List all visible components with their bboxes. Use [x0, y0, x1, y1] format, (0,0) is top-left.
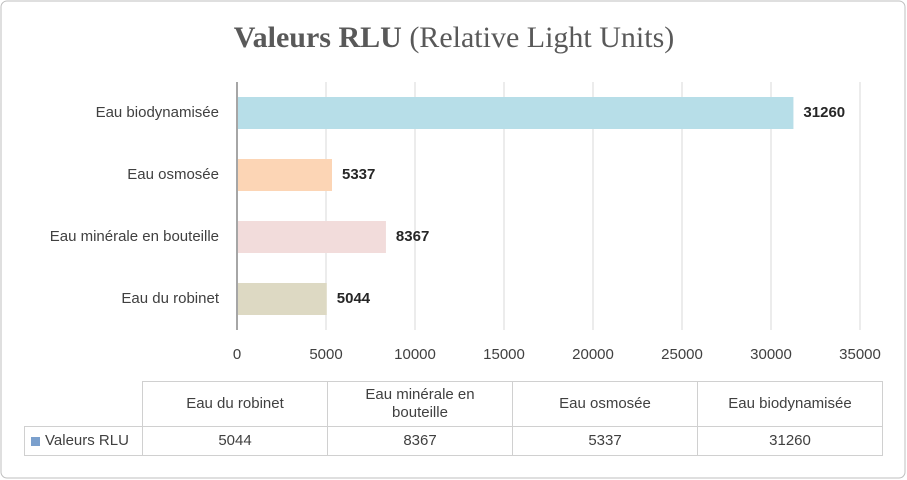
- legend-label: Valeurs RLU: [45, 432, 129, 449]
- bar: [237, 97, 794, 129]
- title-sub: (Relative Light Units): [409, 21, 674, 54]
- table-header: Eau du robinet: [142, 381, 328, 427]
- x-tick-label: 5000: [309, 346, 342, 363]
- y-tick-label: Eau du robinet: [121, 290, 219, 307]
- x-tick-label: 15000: [483, 346, 525, 363]
- table-header: Eau minérale en bouteille: [327, 381, 513, 427]
- x-tick-label: 30000: [750, 346, 792, 363]
- x-tick-label: 10000: [394, 346, 436, 363]
- bar: [237, 283, 327, 315]
- title-main: Valeurs RLU: [234, 21, 402, 54]
- legend-swatch: [31, 436, 40, 446]
- value-label: 5044: [337, 290, 371, 307]
- table-header: Eau osmosée: [512, 381, 698, 427]
- value-label: 31260: [803, 104, 845, 121]
- table-cell: 31260: [697, 426, 883, 456]
- table-cell: 8367: [327, 426, 513, 456]
- y-tick-label: Eau biodynamisée: [96, 104, 219, 121]
- x-tick-label: 35000: [839, 346, 881, 363]
- chart-title: Valeurs RLU (Relative Light Units): [234, 21, 675, 54]
- bar: [237, 221, 386, 253]
- bar: [237, 159, 332, 191]
- y-tick-label: Eau minérale en bouteille: [50, 228, 219, 245]
- table-cell: 5337: [512, 426, 698, 456]
- y-tick-label: Eau osmosée: [127, 166, 219, 183]
- x-tick-label: 0: [233, 346, 241, 363]
- table-header: Eau biodynamisée: [697, 381, 883, 427]
- x-tick-label: 20000: [572, 346, 614, 363]
- x-tick-label: 25000: [661, 346, 703, 363]
- value-label: 8367: [396, 228, 429, 245]
- legend-cell: Valeurs RLU: [24, 426, 143, 456]
- table-cell: 5044: [142, 426, 328, 456]
- value-label: 5337: [342, 166, 375, 183]
